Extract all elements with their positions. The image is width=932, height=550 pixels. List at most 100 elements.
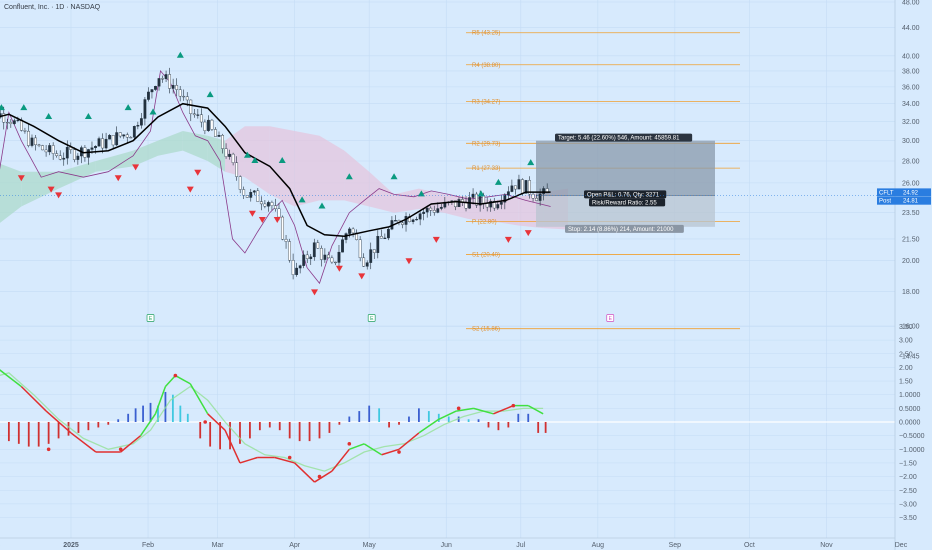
candle-body: [365, 262, 369, 267]
time-tick-label: Mar: [212, 542, 225, 549]
earnings-marker-label: E: [609, 316, 613, 322]
macd-line-segment: [398, 432, 420, 450]
candle-body: [44, 149, 48, 153]
candle-body: [62, 157, 66, 160]
candle-body: [23, 130, 27, 132]
candle-body: [178, 89, 182, 97]
candle-body: [203, 121, 207, 131]
candle-body: [439, 206, 443, 209]
buy-signal-arrow: [345, 173, 353, 180]
candle-body: [97, 138, 101, 147]
candle-body: [161, 78, 164, 80]
candle-body: [531, 193, 535, 199]
candle-body: [118, 132, 122, 137]
macd-tick-label: −3.50: [899, 515, 917, 522]
candle-body: [341, 239, 344, 253]
candle-body: [291, 260, 295, 275]
candle-body: [90, 147, 94, 150]
candle-body: [436, 208, 440, 213]
price-tag-bg: [877, 188, 931, 197]
macd-histogram-bar: [408, 416, 410, 422]
macd-histogram-bar: [179, 405, 182, 422]
macd-cross-dot: [317, 474, 322, 479]
long-position-tool[interactable]: Target: 5.46 (22.60%) 546, Amount: 45859…: [536, 133, 715, 233]
time-tick-label: Aug: [592, 542, 605, 549]
earnings-marker[interactable]: [146, 314, 155, 322]
macd-tick-label: 2.50: [899, 351, 913, 358]
macd-histogram-bar: [107, 422, 110, 425]
macd-tick-label: −0.5000: [899, 433, 925, 440]
time-tick-label: Feb: [142, 542, 154, 549]
price-tag-ticker: Post: [879, 199, 891, 205]
candle-body: [312, 242, 316, 258]
macd-line-segment: [381, 448, 400, 456]
macd-histogram-bar: [517, 413, 520, 422]
macd-histogram-bar: [47, 422, 50, 444]
macd-histogram-bar: [199, 422, 202, 439]
candle-body: [372, 249, 376, 253]
macd-tick-label: −2.50: [899, 488, 917, 495]
macd-histogram-bar: [97, 422, 100, 428]
price-tick-label: 44.00: [902, 25, 920, 32]
cloud-segment: [0, 163, 22, 223]
macd-line-segment: [120, 435, 142, 453]
candle-body: [454, 200, 457, 208]
candle-body: [164, 74, 168, 80]
macd-line-segment: [45, 410, 72, 434]
sell-signal-arrow: [258, 217, 266, 224]
position-target-label-bg: [555, 133, 693, 142]
macd-tick-label: −1.0000: [899, 447, 925, 454]
candle-body: [87, 149, 90, 158]
macd-histogram-bar: [358, 411, 361, 422]
candle-body: [274, 205, 277, 210]
buy-signal-arrow: [149, 108, 157, 115]
sell-signal-arrow: [194, 169, 202, 176]
candle-body: [12, 120, 16, 124]
sell-signal-arrow: [405, 258, 413, 265]
buy-signal-arrow: [417, 190, 425, 197]
candle-body: [411, 219, 415, 222]
position-target-label: Target: 5.46 (22.60%) 546, Amount: 45859…: [558, 136, 680, 142]
candle-body: [157, 78, 161, 87]
position-target-zone[interactable]: [536, 140, 715, 196]
candle-body: [245, 195, 249, 198]
earnings-marker[interactable]: [606, 314, 615, 322]
earnings-marker[interactable]: [367, 314, 376, 322]
pivot-label: R1 (27.33): [472, 166, 500, 172]
position-ratio-label-bg: [589, 198, 666, 207]
candle-body: [284, 239, 288, 242]
price-tick-label: 36.00: [902, 84, 920, 91]
candle-body: [41, 145, 44, 151]
macd-cross-dot: [203, 420, 207, 424]
candle-body: [5, 121, 9, 124]
moving-average-line: [0, 102, 551, 237]
sell-signal-arrow: [55, 192, 63, 199]
pivot-label: R2 (29.73): [472, 141, 500, 147]
buy-signal-arrow: [124, 104, 132, 111]
price-bottom-label: 14.45: [902, 354, 920, 361]
candle-body: [189, 99, 193, 115]
candle-body: [249, 192, 253, 198]
candle-body: [27, 130, 30, 146]
candle-body: [171, 85, 175, 89]
macd-histogram-bar: [318, 422, 321, 439]
buy-signal-arrow: [494, 178, 502, 185]
position-pnl-label: Open P&L: 0.76, Qty: 3271: [587, 192, 660, 198]
candle-body: [305, 254, 309, 260]
candle-body: [259, 201, 263, 205]
macd-histogram-bar: [328, 422, 331, 433]
macd-histogram-bar: [298, 422, 301, 442]
candle-body: [72, 149, 76, 160]
candle-body: [376, 236, 380, 253]
candle-body: [2, 113, 6, 123]
macd-line-segment: [527, 404, 544, 415]
macd-cross-dot: [456, 406, 461, 411]
macd-histogram-bar: [398, 422, 400, 425]
macd-histogram-bar: [378, 408, 381, 422]
candle-body: [34, 137, 37, 146]
candle-body: [154, 85, 157, 90]
candle-body: [281, 216, 284, 240]
